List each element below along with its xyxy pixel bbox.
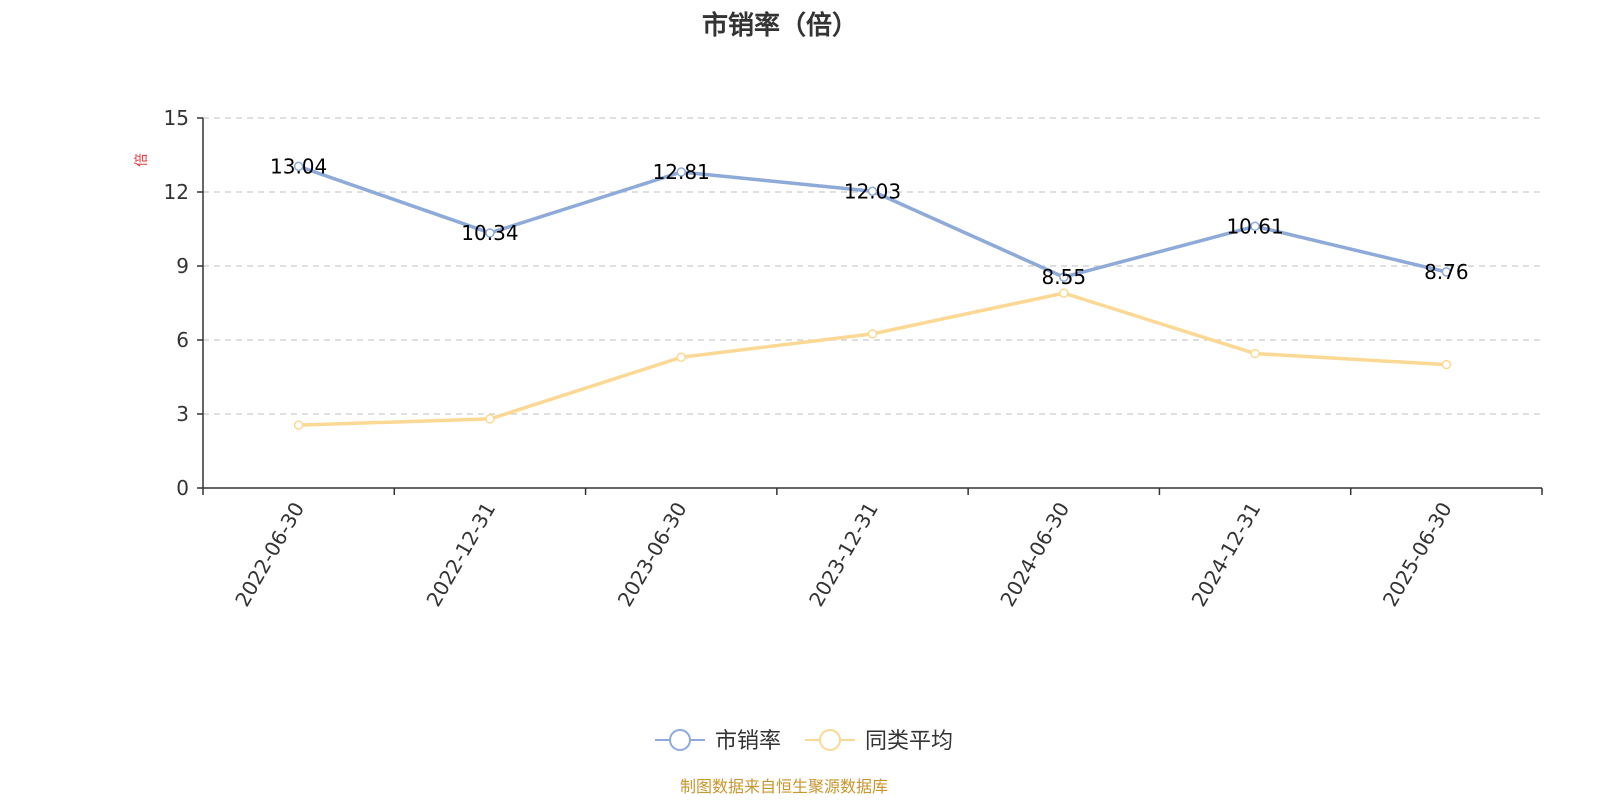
legend-label: 市销率 bbox=[715, 729, 781, 754]
data-label: 12.81 bbox=[653, 160, 710, 184]
data-point[interactable] bbox=[1250, 221, 1260, 232]
source-note: 制图数据来自恒生聚源数据库 bbox=[680, 777, 888, 796]
y-tick-label: 9 bbox=[176, 254, 189, 278]
data-point[interactable] bbox=[1059, 288, 1069, 298]
y-tick-label: 3 bbox=[176, 402, 189, 426]
y-axis-ticks: 0 3 6 9 12 15 bbox=[164, 106, 203, 500]
x-tick-label: 2025-06-30 bbox=[1378, 498, 1457, 611]
chart-title: 市销率（倍） bbox=[702, 10, 858, 41]
x-axis-ticks: 2022-06-30 2022-12-31 2023-06-30 2023-12-31… bbox=[202, 488, 1543, 611]
data-point[interactable] bbox=[485, 228, 495, 238]
y-tick-label: 12 bbox=[164, 180, 189, 204]
data-point[interactable] bbox=[676, 167, 686, 177]
series-layer bbox=[293, 161, 1452, 430]
data-labels: 13.04 10.34 12.81 12.03 8.55 10.61 8.76 bbox=[270, 154, 1469, 289]
data-point[interactable] bbox=[1250, 348, 1260, 359]
legend-label: 同类平均 bbox=[865, 729, 953, 754]
series-0 bbox=[293, 161, 1452, 282]
data-point[interactable] bbox=[1441, 267, 1452, 277]
legend-item-0[interactable]: 市销率 bbox=[655, 729, 781, 754]
y-tick-label: 6 bbox=[176, 328, 189, 352]
y-tick-label: 0 bbox=[176, 476, 189, 500]
data-point[interactable] bbox=[485, 414, 495, 424]
series-1 bbox=[293, 288, 1452, 430]
data-point[interactable] bbox=[1441, 359, 1452, 370]
x-tick-label: 2023-06-30 bbox=[613, 498, 692, 611]
data-point[interactable] bbox=[293, 161, 304, 172]
y-tick-label: 15 bbox=[164, 106, 189, 130]
data-point[interactable] bbox=[676, 352, 686, 363]
data-point[interactable] bbox=[1059, 272, 1069, 282]
y-axis-label: 倍 bbox=[134, 153, 150, 167]
data-label: 8.55 bbox=[1042, 265, 1087, 289]
axes bbox=[202, 118, 1542, 489]
data-point[interactable] bbox=[867, 186, 878, 197]
data-label: 8.76 bbox=[1424, 260, 1469, 284]
data-label: 13.04 bbox=[270, 154, 327, 178]
x-tick-label: 2022-06-30 bbox=[230, 498, 309, 611]
grid-lines bbox=[203, 117, 1542, 415]
legend-item-1[interactable]: 同类平均 bbox=[805, 729, 953, 754]
x-tick-label: 2024-06-30 bbox=[995, 498, 1074, 611]
legend-marker bbox=[669, 729, 691, 751]
series-line bbox=[298, 291, 1447, 427]
x-tick-label: 2023-12-31 bbox=[804, 498, 883, 611]
data-label: 10.34 bbox=[461, 221, 518, 245]
data-point[interactable] bbox=[867, 329, 878, 339]
data-label: 10.61 bbox=[1226, 214, 1283, 238]
legend[interactable]: 市销率 同类平均 bbox=[655, 729, 953, 754]
legend-marker bbox=[819, 729, 841, 751]
data-point[interactable] bbox=[293, 420, 304, 430]
x-tick-label: 2024-12-31 bbox=[1187, 498, 1266, 611]
data-label: 12.03 bbox=[844, 179, 901, 203]
x-tick-label: 2022-12-31 bbox=[421, 498, 500, 611]
